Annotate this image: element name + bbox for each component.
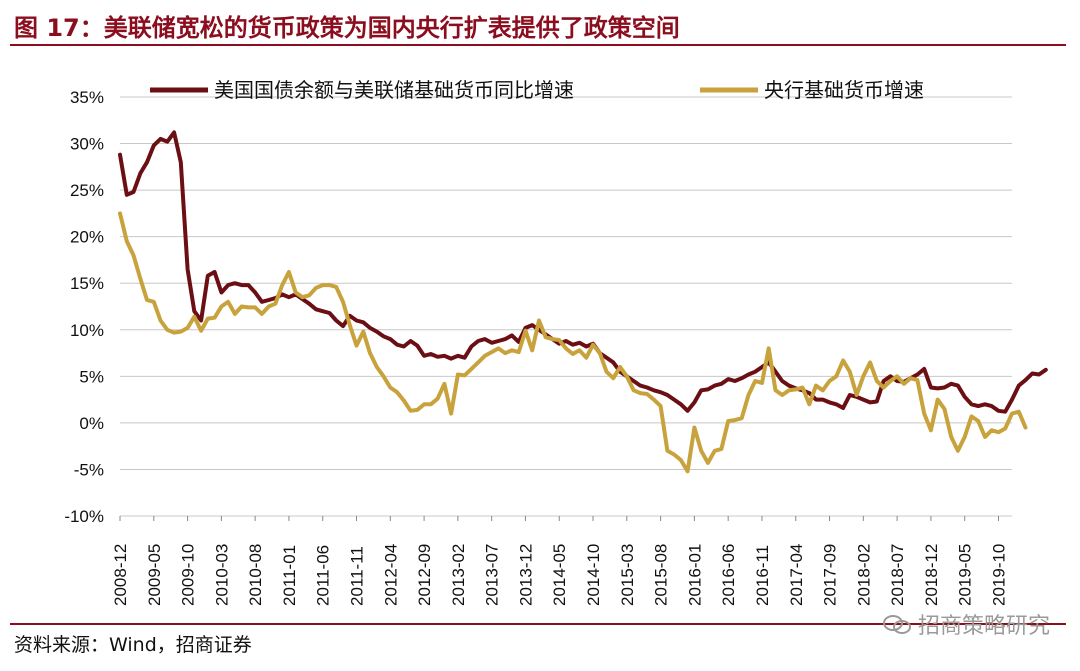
wechat-icon: [882, 615, 911, 634]
grid-lines: [120, 96, 1012, 517]
y-tick-label: -5%: [74, 460, 104, 479]
x-tick-label: 2014-05: [550, 544, 569, 606]
x-tick-label: 2013-07: [483, 544, 502, 606]
x-tick-label: 2014-10: [584, 544, 603, 606]
x-tick-label: 2019-05: [956, 544, 975, 606]
legend-label-series-2: 央行基础货币增速: [764, 78, 924, 102]
x-tick-label: 2018-12: [922, 544, 941, 606]
x-tick-label: 2009-05: [145, 544, 164, 606]
x-tick-label: 2017-04: [787, 544, 806, 606]
x-tick-label: 2010-03: [212, 544, 231, 606]
watermark: 招商策略研究: [882, 608, 1050, 640]
x-tick-label: 2017-09: [821, 544, 840, 606]
x-tick-label: 2015-08: [652, 544, 671, 606]
x-tick-label: 2011-06: [314, 545, 333, 606]
source-note: 资料来源：Wind，招商证券: [14, 634, 252, 656]
x-tick-label: 2016-06: [719, 544, 738, 606]
x-tick-label: 2019-10: [989, 544, 1008, 606]
x-tick-label: 2016-11: [753, 545, 772, 606]
series-line-2: [118, 211, 1028, 474]
x-tick-label: 2016-01: [685, 544, 704, 606]
x-tick-label: 2010-08: [246, 544, 265, 606]
x-tick-label: 2011-01: [280, 545, 299, 606]
x-axis: 2008-12 2009-05 2009-10 2010-03 2010-08 2011-…: [111, 516, 1008, 606]
y-tick-label: 5%: [79, 367, 104, 386]
x-tick-label: 2008-12: [111, 544, 130, 606]
series-line-1: [118, 130, 1048, 414]
y-axis: -10% -5% 0% 5% 10% 15% 20% 25% 30% 35%: [64, 88, 104, 526]
title-underline: [10, 44, 1066, 46]
y-tick-label: -10%: [64, 507, 104, 526]
x-tick-label: 2018-07: [888, 544, 907, 606]
x-tick-label: 2015-03: [618, 544, 637, 606]
x-tick-label: 2011-11: [348, 546, 367, 606]
y-tick-label: 25%: [70, 181, 104, 200]
legend: 美国国债余额与美联储基础货币同比增速 央行基础货币增速: [150, 78, 924, 102]
y-tick-label: 15%: [70, 274, 104, 293]
x-tick-label: 2012-04: [381, 544, 400, 606]
x-tick-label: 2012-09: [415, 544, 434, 606]
x-tick-label: 2018-02: [854, 544, 873, 606]
series-lines: [118, 130, 1048, 474]
y-tick-label: 0%: [79, 414, 104, 433]
legend-label-series-1: 美国国债余额与美联储基础货币同比增速: [214, 78, 574, 102]
y-tick-label: 35%: [70, 88, 104, 107]
y-tick-label: 20%: [70, 228, 104, 247]
x-tick-label: 2013-02: [449, 544, 468, 606]
watermark-text: 招商策略研究: [917, 614, 1050, 639]
y-tick-label: 10%: [70, 321, 104, 340]
source-rule: [10, 623, 1066, 625]
x-tick-label: 2009-10: [179, 544, 198, 606]
y-tick-label: 30%: [70, 135, 104, 154]
x-tick-label: 2013-12: [516, 544, 535, 606]
figure-title: 图 17：美联储宽松的货币政策为国内央行扩表提供了政策空间: [14, 14, 680, 42]
